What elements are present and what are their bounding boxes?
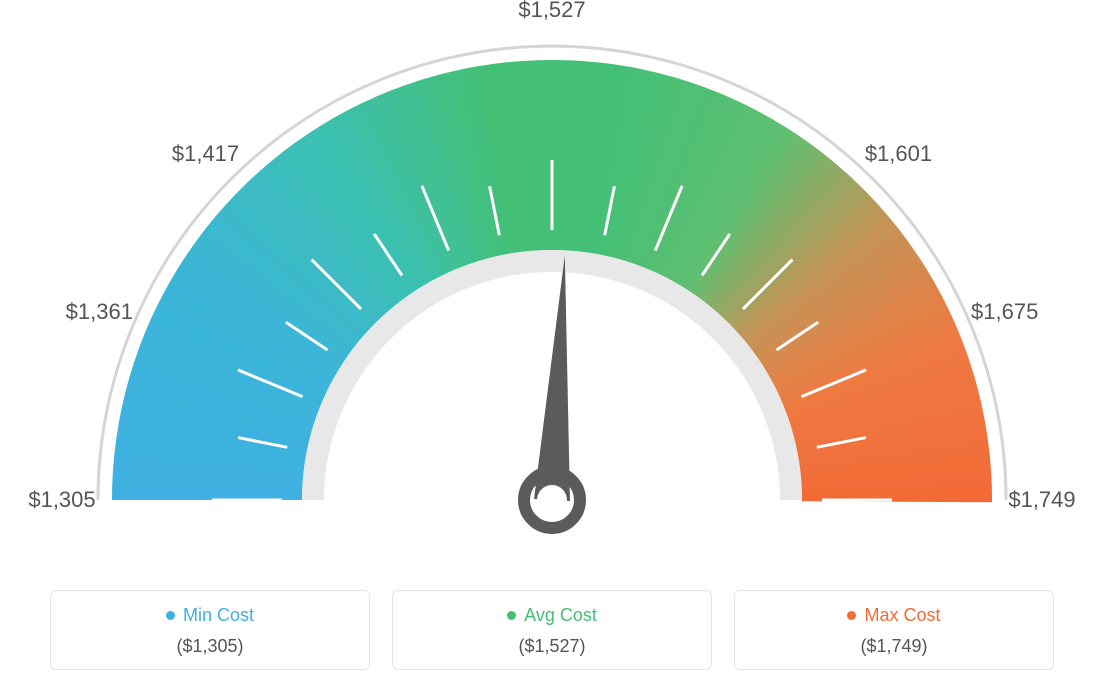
legend-dot-min <box>166 611 175 620</box>
legend-title-avg: Avg Cost <box>507 605 597 626</box>
legend-label-min: Min Cost <box>183 605 254 626</box>
legend-value-avg: ($1,527) <box>403 636 701 657</box>
legend-label-max: Max Cost <box>864 605 940 626</box>
gauge-tick-label: $1,749 <box>1008 487 1075 513</box>
gauge-tick-label: $1,601 <box>865 141 932 167</box>
gauge-chart: $1,305 $1,361 $1,417 $1,527 $1,601 $1,675 $1,7… <box>0 0 1104 560</box>
gauge-tick-label: $1,417 <box>172 141 239 167</box>
legend-card-avg: Avg Cost ($1,527) <box>392 590 712 670</box>
gauge-tick-label: $1,527 <box>518 0 585 23</box>
gauge-svg <box>0 0 1104 560</box>
legend-title-min: Min Cost <box>166 605 254 626</box>
legend-title-max: Max Cost <box>847 605 940 626</box>
legend-row: Min Cost ($1,305) Avg Cost ($1,527) Max … <box>0 590 1104 670</box>
legend-dot-max <box>847 611 856 620</box>
gauge-tick-label: $1,305 <box>28 487 95 513</box>
gauge-tick-label: $1,361 <box>66 299 133 325</box>
legend-label-avg: Avg Cost <box>524 605 597 626</box>
legend-value-max: ($1,749) <box>745 636 1043 657</box>
legend-dot-avg <box>507 611 516 620</box>
legend-card-max: Max Cost ($1,749) <box>734 590 1054 670</box>
legend-card-min: Min Cost ($1,305) <box>50 590 370 670</box>
gauge-tick-label: $1,675 <box>971 299 1038 325</box>
legend-value-min: ($1,305) <box>61 636 359 657</box>
